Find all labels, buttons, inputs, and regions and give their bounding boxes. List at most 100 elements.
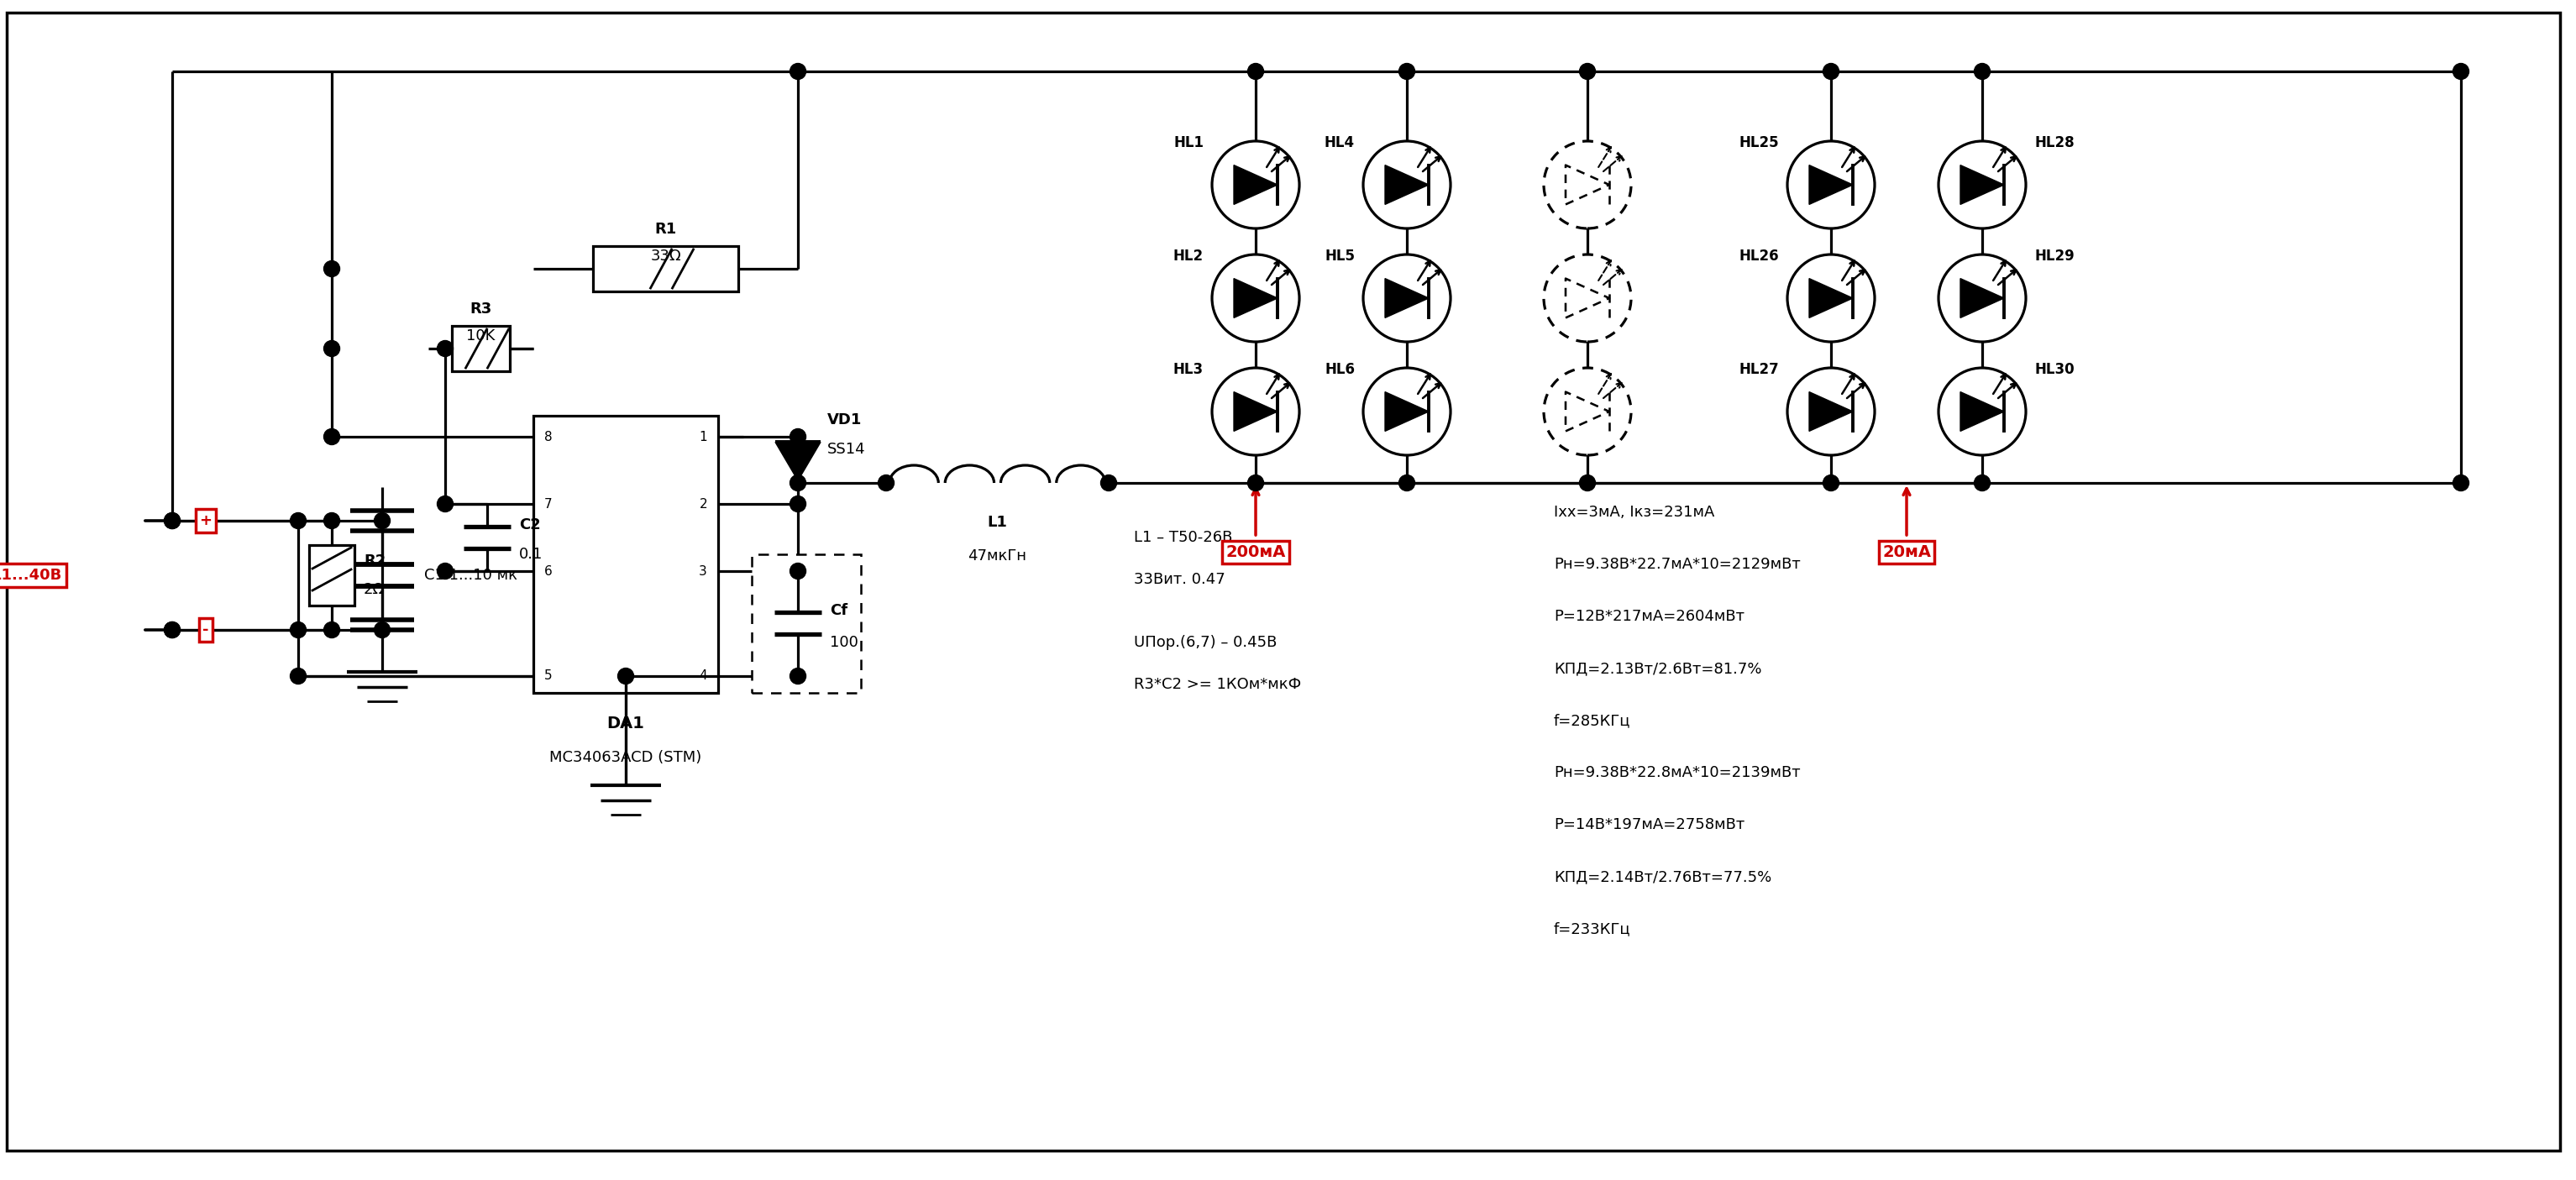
Circle shape [878,474,894,491]
Circle shape [165,622,180,638]
Text: HL27: HL27 [1739,362,1780,378]
Circle shape [165,622,180,638]
Text: КПД=2.13Вт/2.6Вт=81.7%: КПД=2.13Вт/2.6Вт=81.7% [1553,661,1762,676]
Text: Рн=9.38В*22.8мА*10=2139мВт: Рн=9.38В*22.8мА*10=2139мВт [1553,765,1801,780]
Circle shape [1579,64,1595,79]
Text: UПор.(6,7) – 0.45В: UПор.(6,7) – 0.45В [1133,635,1278,650]
Text: 11...40В: 11...40В [0,568,62,583]
Polygon shape [1808,165,1852,204]
Polygon shape [1960,165,2004,204]
Text: -: - [204,622,209,637]
Text: 7: 7 [544,498,551,510]
Polygon shape [1960,392,2004,431]
Text: SS14: SS14 [827,441,866,457]
Circle shape [325,513,340,529]
Text: 1: 1 [698,431,708,442]
Text: МС34063ACD (STM): МС34063ACD (STM) [549,750,701,765]
Circle shape [438,341,453,356]
Text: C1 1...10 мк: C1 1...10 мк [425,568,518,583]
Circle shape [1940,142,2025,229]
Polygon shape [1386,392,1430,431]
Text: 33Ω: 33Ω [649,249,680,263]
Circle shape [325,622,340,638]
Circle shape [1940,368,2025,455]
Text: VD1: VD1 [827,412,863,427]
Text: R3*C2 >= 1КОм*мкФ: R3*C2 >= 1КОм*мкФ [1133,677,1301,691]
Circle shape [1211,142,1298,229]
Circle shape [2452,64,2468,79]
Circle shape [1543,255,1631,342]
Text: HL5: HL5 [1324,249,1355,263]
Circle shape [374,622,389,638]
Text: f=285КГц: f=285КГц [1553,713,1631,728]
Text: Р=14В*197мА=2758мВт: Р=14В*197мА=2758мВт [1553,818,1744,832]
Text: 8: 8 [544,431,551,442]
Text: Р=12В*217мА=2604мВт: Р=12В*217мА=2604мВт [1553,609,1744,624]
Circle shape [1363,255,1450,342]
Polygon shape [1808,278,1852,317]
Bar [533,415,719,693]
Circle shape [1824,474,1839,491]
Circle shape [291,668,307,684]
Text: 5: 5 [544,670,551,682]
Circle shape [1247,64,1265,79]
Circle shape [791,474,806,491]
Text: 100: 100 [829,635,858,650]
Polygon shape [1808,392,1852,431]
Circle shape [791,496,806,512]
Text: 4: 4 [698,670,708,682]
Circle shape [618,668,634,684]
Text: 20мА: 20мА [1883,544,1932,560]
Circle shape [165,513,180,529]
Text: 2Ω: 2Ω [363,582,384,597]
Text: HL4: HL4 [1324,136,1355,150]
Bar [752,555,860,693]
Circle shape [1211,368,1298,455]
Text: HL3: HL3 [1172,362,1203,378]
Circle shape [791,428,806,445]
Polygon shape [1234,165,1278,204]
Circle shape [1973,64,1991,79]
Polygon shape [1960,278,2004,317]
Circle shape [291,622,307,638]
Circle shape [165,513,180,529]
Text: HL26: HL26 [1739,249,1780,263]
Circle shape [325,341,340,356]
Circle shape [1579,474,1595,491]
Text: L1 – T50-26В: L1 – T50-26В [1133,530,1231,545]
Text: 200мА: 200мА [1226,544,1285,560]
Text: HL1: HL1 [1172,136,1203,150]
Text: 0.1: 0.1 [520,546,544,562]
Circle shape [1399,64,1414,79]
Text: C2: C2 [520,517,541,532]
Text: +: + [198,513,211,529]
Text: HL30: HL30 [2035,362,2074,378]
Bar [451,326,510,372]
Circle shape [1100,474,1115,491]
Text: DA1: DA1 [608,715,644,732]
Circle shape [1399,474,1414,491]
Text: L1: L1 [987,514,1007,530]
Text: Рн=9.38В*22.7мА*10=2129мВт: Рн=9.38В*22.7мА*10=2129мВт [1553,557,1801,572]
Polygon shape [775,442,822,480]
Text: HL28: HL28 [2035,136,2074,150]
Circle shape [325,261,340,277]
Text: HL6: HL6 [1324,362,1355,378]
Circle shape [1363,142,1450,229]
Text: HL29: HL29 [2035,249,2074,263]
Text: Cf: Cf [829,603,848,618]
Text: HL2: HL2 [1172,249,1203,263]
Text: 33Вит. 0.47: 33Вит. 0.47 [1133,572,1226,588]
Text: Ixx=3мА, Iкз=231мА: Ixx=3мА, Iкз=231мА [1553,505,1716,520]
Text: f=233КГц: f=233КГц [1553,922,1631,937]
Text: 6: 6 [544,565,551,577]
Circle shape [438,563,453,579]
Text: R1: R1 [654,222,677,237]
Polygon shape [1386,165,1430,204]
Text: 47мкГн: 47мкГн [969,549,1028,564]
Circle shape [1824,64,1839,79]
Circle shape [374,513,389,529]
Circle shape [438,496,453,512]
Bar [309,545,355,605]
Circle shape [791,64,806,79]
